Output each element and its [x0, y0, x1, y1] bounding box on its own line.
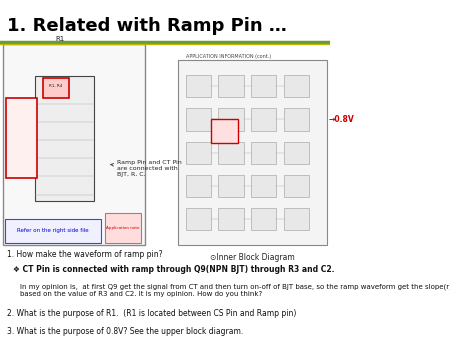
Text: Refer on the right side file: Refer on the right side file: [17, 228, 89, 233]
FancyBboxPatch shape: [211, 119, 238, 143]
FancyBboxPatch shape: [218, 75, 243, 97]
FancyBboxPatch shape: [284, 175, 309, 197]
FancyBboxPatch shape: [3, 44, 145, 245]
Text: 1. How make the waveform of ramp pin?: 1. How make the waveform of ramp pin?: [7, 250, 162, 259]
Text: R1: R1: [55, 36, 65, 42]
FancyBboxPatch shape: [185, 142, 211, 164]
FancyBboxPatch shape: [178, 61, 327, 245]
FancyBboxPatch shape: [185, 75, 211, 97]
FancyBboxPatch shape: [4, 219, 101, 243]
Text: 2. What is the purpose of R1.  (R1 is located between CS Pin and Ramp pin): 2. What is the purpose of R1. (R1 is loc…: [7, 309, 296, 318]
FancyBboxPatch shape: [218, 108, 243, 130]
FancyBboxPatch shape: [105, 213, 141, 243]
Text: →0.8V: →0.8V: [328, 115, 354, 124]
FancyBboxPatch shape: [43, 78, 68, 98]
Text: R1, R4: R1, R4: [49, 83, 63, 92]
FancyBboxPatch shape: [35, 76, 94, 201]
FancyBboxPatch shape: [6, 98, 37, 178]
Text: Ramp Pin and CT Pin
are connected with
BJT, R, C.: Ramp Pin and CT Pin are connected with B…: [111, 160, 181, 177]
FancyBboxPatch shape: [284, 75, 309, 97]
FancyBboxPatch shape: [251, 142, 276, 164]
Text: In my opinion is,  at first Q9 get the signal from CT and then turn on-off of BJ: In my opinion is, at first Q9 get the si…: [20, 284, 450, 297]
FancyBboxPatch shape: [284, 142, 309, 164]
Text: 3. What is the purpose of 0.8V? See the upper block diagram.: 3. What is the purpose of 0.8V? See the …: [7, 327, 243, 336]
FancyBboxPatch shape: [251, 175, 276, 197]
FancyBboxPatch shape: [218, 142, 243, 164]
Text: 1. Related with Ramp Pin …: 1. Related with Ramp Pin …: [7, 17, 286, 35]
FancyBboxPatch shape: [185, 108, 211, 130]
FancyBboxPatch shape: [251, 75, 276, 97]
Text: ⊙Inner Block Diagram: ⊙Inner Block Diagram: [210, 253, 295, 262]
FancyBboxPatch shape: [251, 208, 276, 230]
Text: ❖ CT Pin is connected with ramp through Q9(NPN BJT) through R3 and C2.: ❖ CT Pin is connected with ramp through …: [13, 265, 335, 274]
Text: Application note: Application note: [107, 226, 140, 230]
FancyBboxPatch shape: [185, 175, 211, 197]
FancyBboxPatch shape: [284, 108, 309, 130]
FancyBboxPatch shape: [218, 208, 243, 230]
FancyBboxPatch shape: [251, 108, 276, 130]
FancyBboxPatch shape: [284, 208, 309, 230]
Text: APPLICATION INFORMATION (cont.): APPLICATION INFORMATION (cont.): [185, 54, 271, 59]
FancyBboxPatch shape: [218, 175, 243, 197]
FancyBboxPatch shape: [185, 208, 211, 230]
